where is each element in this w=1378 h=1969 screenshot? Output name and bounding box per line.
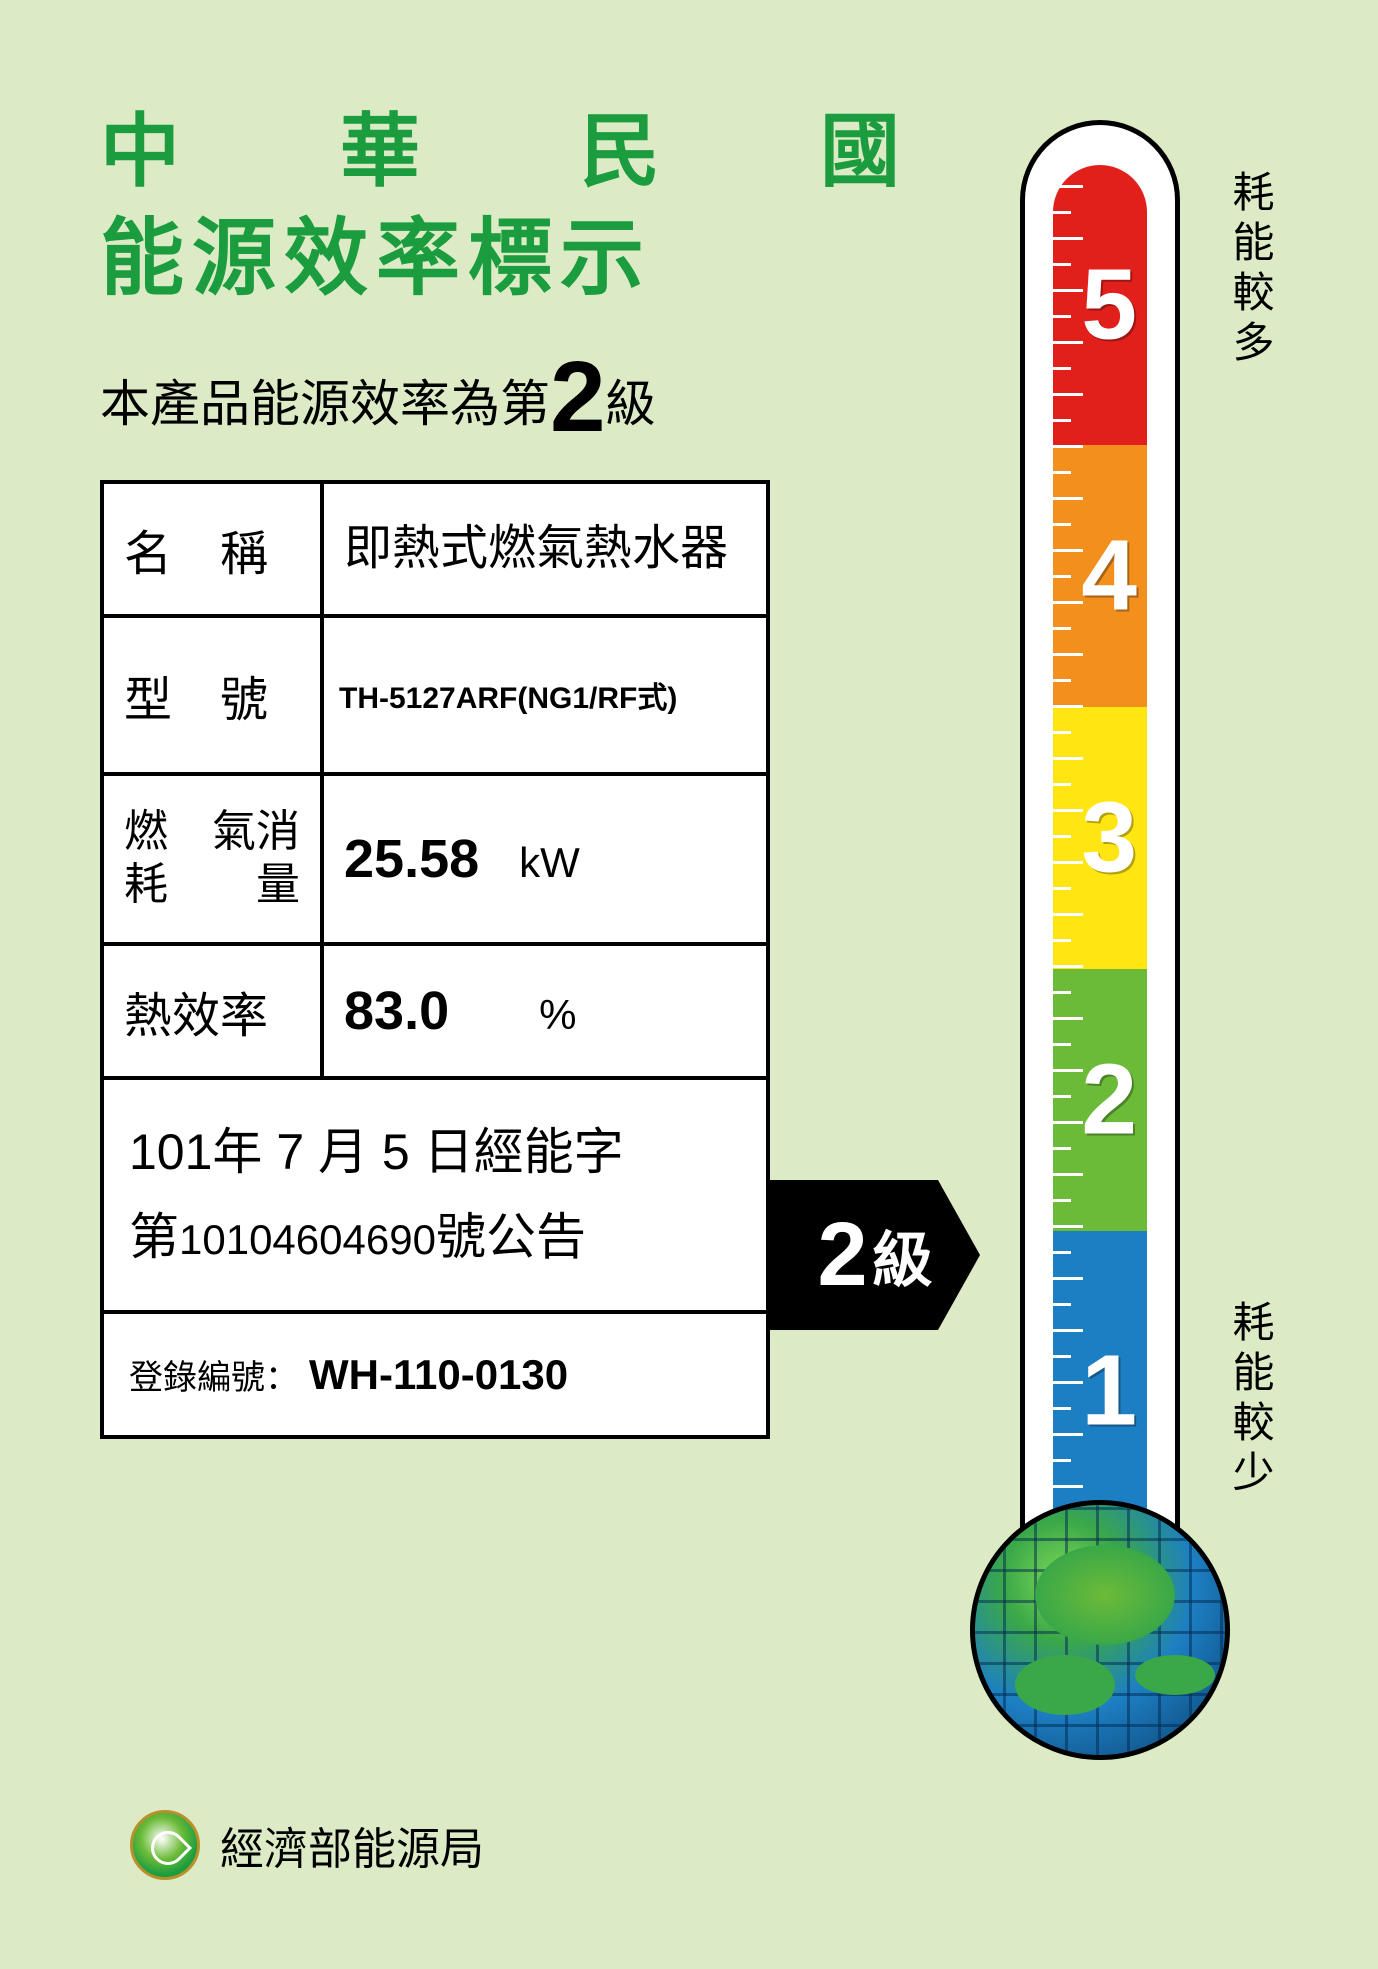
bureau-logo-icon <box>130 1810 200 1880</box>
product-level-text: 本產品能源效率為第2級 <box>100 340 656 455</box>
level-pointer: 2級 <box>770 1180 980 1330</box>
eff-label: 熱效率 <box>104 946 324 1076</box>
announce-number: 10104604690 <box>179 1216 436 1263</box>
name-value: 即熱式燃氣熱水器 <box>324 484 766 614</box>
spec-table: 名 稱 即熱式燃氣熱水器 型 號 TH-5127ARF(NG1/RF式) 燃 氣… <box>100 480 770 1439</box>
row-gas: 燃 氣消耗量 25.58 kW <box>104 776 766 946</box>
subtitle-suffix: 級 <box>606 376 656 432</box>
model-label: 型 號 <box>104 618 324 772</box>
pointer-level: 2 <box>817 1204 867 1307</box>
gas-label: 燃 氣消耗量 <box>104 776 324 942</box>
row-announce: 101年 7 月 5 日經能字 第10104604690號公告 <box>104 1080 766 1314</box>
reg-label: 登錄編號： <box>129 1359 299 1397</box>
reg-value: WH-110-0130 <box>309 1351 568 1398</box>
label-more-energy: 耗能較多 <box>1220 170 1281 370</box>
row-name: 名 稱 即熱式燃氣熱水器 <box>104 484 766 618</box>
footer: 經濟部能源局 <box>130 1810 484 1880</box>
model-value: TH-5127ARF(NG1/RF式) <box>339 673 677 717</box>
row-efficiency: 熱效率 83.0% <box>104 946 766 1080</box>
eff-value: 83.0 <box>344 981 449 1041</box>
thermometer-ticks <box>1053 185 1083 1525</box>
announce-line1: 101年 7 月 5 日經能字 <box>129 1110 741 1195</box>
main-title: 中 華 民 國 能源效率標示 <box>100 100 940 313</box>
gas-value: 25.58 <box>344 829 479 889</box>
thermometer-tube: 5 4 3 2 1 <box>1020 120 1180 1540</box>
row-model: 型 號 TH-5127ARF(NG1/RF式) <box>104 618 766 776</box>
subtitle-prefix: 本產品能源效率為第 <box>100 376 550 432</box>
row-registration: 登錄編號： WH-110-0130 <box>104 1314 766 1435</box>
title-line2: 能源效率標示 <box>100 204 940 313</box>
subtitle-level-number: 2 <box>550 341 606 453</box>
eff-unit: % <box>539 991 576 1038</box>
footer-org: 經濟部能源局 <box>220 1813 484 1877</box>
label-less-energy: 耗能較少 <box>1220 1300 1281 1500</box>
globe-icon <box>970 1500 1230 1760</box>
name-label: 名 稱 <box>104 484 324 614</box>
pointer-suffix: 級 <box>873 1212 933 1299</box>
announce-line2: 第10104604690號公告 <box>129 1195 741 1280</box>
thermometer: 5 4 3 2 1 <box>1000 120 1200 1820</box>
gas-unit: kW <box>519 839 580 886</box>
title-line1: 中 華 民 國 <box>100 100 940 204</box>
